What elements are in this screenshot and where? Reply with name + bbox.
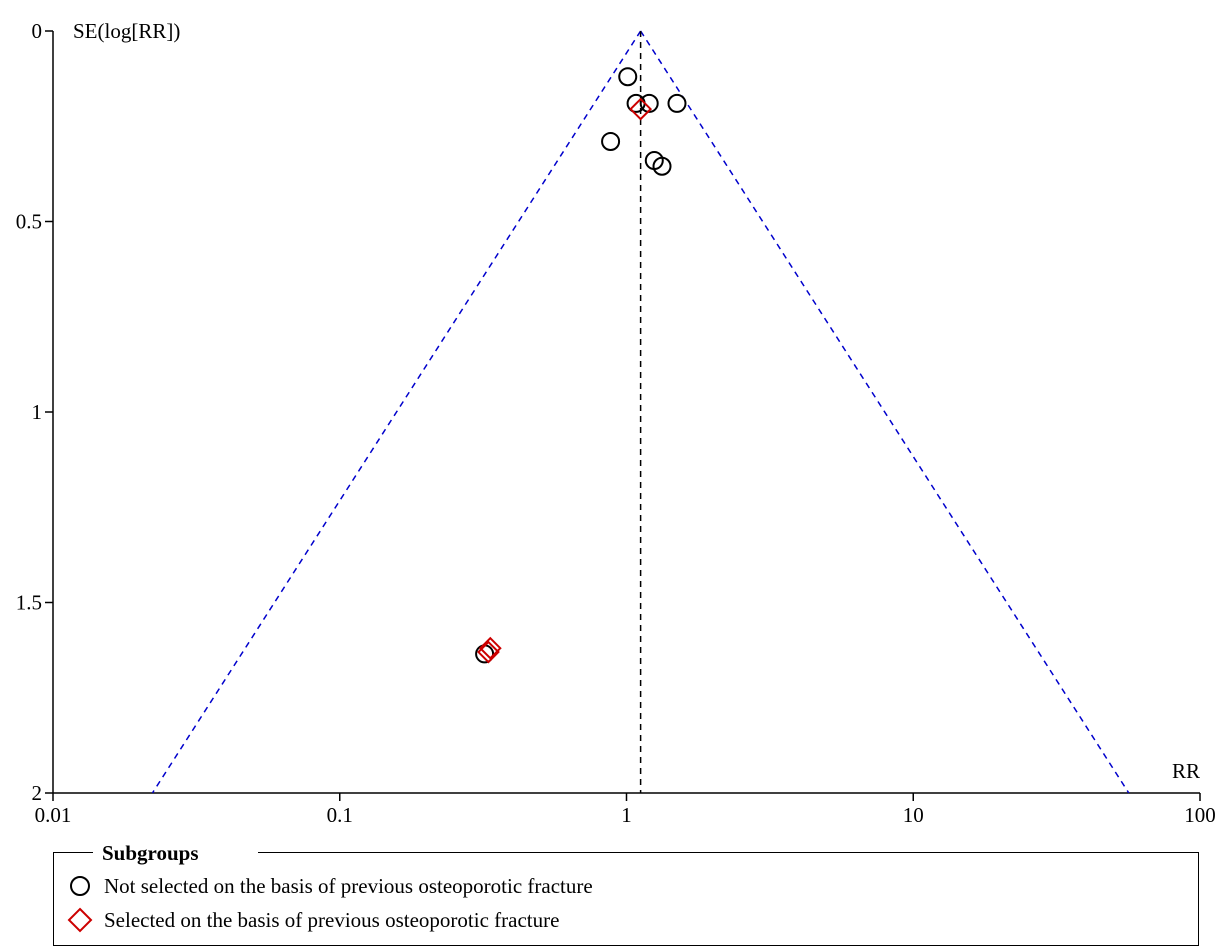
legend-border (53, 852, 93, 853)
y-axis-label: SE(log[RR]) (73, 19, 180, 43)
circle-point (601, 131, 621, 151)
y-tick-label: 0.5 (16, 210, 42, 234)
y-tick-label: 2 (32, 781, 43, 805)
y-tick-label: 1 (32, 400, 43, 424)
legend-item-label: Selected on the basis of previous osteop… (104, 907, 560, 932)
funnel-right-line (639, 30, 1130, 794)
y-tick-label: 1.5 (16, 591, 42, 615)
diamond-marker-icon (67, 907, 93, 933)
axes: 0 0.5 1 1.5 20.01 0.1 1 10 100 (16, 19, 1216, 827)
legend-item-not-selected: Not selected on the basis of previous os… (66, 872, 593, 900)
circle-point (618, 67, 638, 87)
x-tick-label: 1 (621, 803, 632, 827)
circle-point (667, 93, 687, 113)
legend-border (258, 852, 1199, 853)
diamond-point (477, 640, 500, 664)
diamond-point (478, 636, 502, 660)
legend-box (53, 852, 1199, 946)
funnel-plot-svg: 0 0.5 1 1.5 20.01 0.1 1 10 100 SE(log[RR]) RR (16, 19, 1216, 827)
x-axis-label: RR (1172, 759, 1200, 783)
x-tick-label: 10 (903, 803, 924, 827)
circle-point (652, 156, 672, 176)
legend-item-label: Not selected on the basis of previous os… (104, 873, 593, 898)
x-tick-label: 100 (1184, 803, 1216, 827)
funnel-lines (151, 30, 1130, 794)
x-tick-label: 0.1 (327, 803, 353, 827)
funnel-left-line (151, 30, 642, 794)
data-points (475, 67, 687, 664)
legend-title: Subgroups (102, 841, 211, 866)
y-tick-label: 0 (32, 19, 43, 43)
circle-marker-icon (70, 876, 90, 896)
legend-item-selected: Selected on the basis of previous osteop… (66, 906, 559, 934)
diamond-point (629, 97, 653, 121)
x-tick-label: 0.01 (35, 803, 72, 827)
